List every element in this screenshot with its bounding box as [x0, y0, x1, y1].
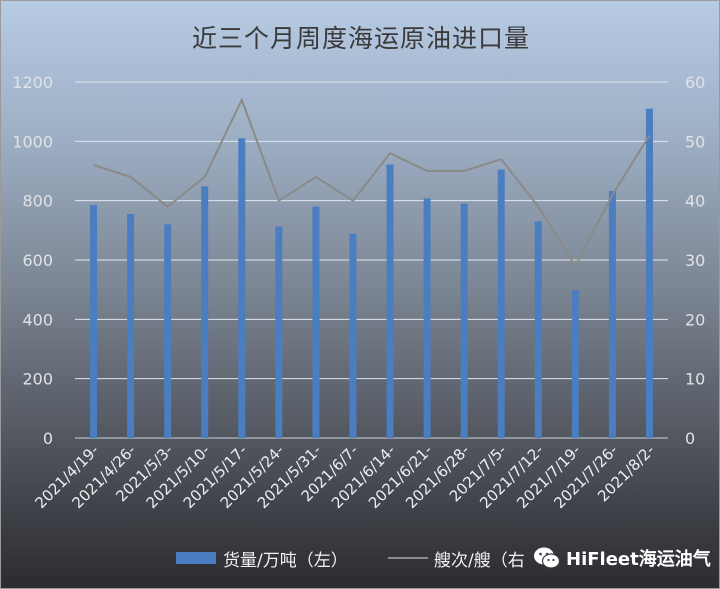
y-left-tick-label: 400 [22, 310, 53, 329]
bar [349, 233, 357, 438]
bar [238, 138, 246, 438]
y-left-tick-label: 0 [43, 429, 53, 448]
y-right-tick-label: 50 [685, 132, 705, 151]
watermark-text: HiFleet海运油气 [566, 549, 711, 570]
series-line [93, 97, 651, 268]
legend-bar-label: 货量/万吨（左） [223, 551, 348, 571]
legend: 货量/万吨（左） 艘次/艘（右 [1, 543, 719, 573]
bar [423, 198, 431, 438]
y-left-tick-label: 1200 [12, 73, 53, 92]
bar [201, 186, 209, 438]
bar [645, 108, 653, 438]
legend-bar-swatch [176, 552, 216, 564]
y-right-tick-label: 60 [685, 73, 705, 92]
bar [312, 206, 320, 438]
y-left-tick-label: 200 [22, 370, 53, 389]
y-right-tick-label: 30 [685, 251, 705, 270]
bar [534, 221, 542, 438]
y-right-tick-label: 10 [685, 370, 705, 389]
bar [127, 214, 135, 438]
y-left-tick-label: 1000 [12, 132, 53, 151]
y-right-tick-label: 20 [685, 310, 705, 329]
bar [90, 205, 98, 438]
bar [275, 226, 283, 438]
bar [608, 190, 616, 438]
bar [164, 224, 172, 438]
y-right-tick-label: 40 [685, 192, 705, 211]
watermark: HiFleet海运油气 [532, 542, 717, 574]
bar [386, 164, 394, 438]
y-right-tick-label: 0 [685, 429, 695, 448]
bar [460, 203, 468, 438]
chart-title: 近三个月周度海运原油进口量 [191, 24, 530, 53]
wechat-icon [534, 547, 561, 569]
y-left-tick-label: 800 [22, 192, 53, 211]
legend-line-swatch [388, 557, 428, 559]
bar [497, 169, 505, 438]
legend-line-label: 艘次/艘（右 [434, 551, 525, 571]
bar [571, 290, 579, 438]
y-left-tick-label: 600 [22, 251, 53, 270]
